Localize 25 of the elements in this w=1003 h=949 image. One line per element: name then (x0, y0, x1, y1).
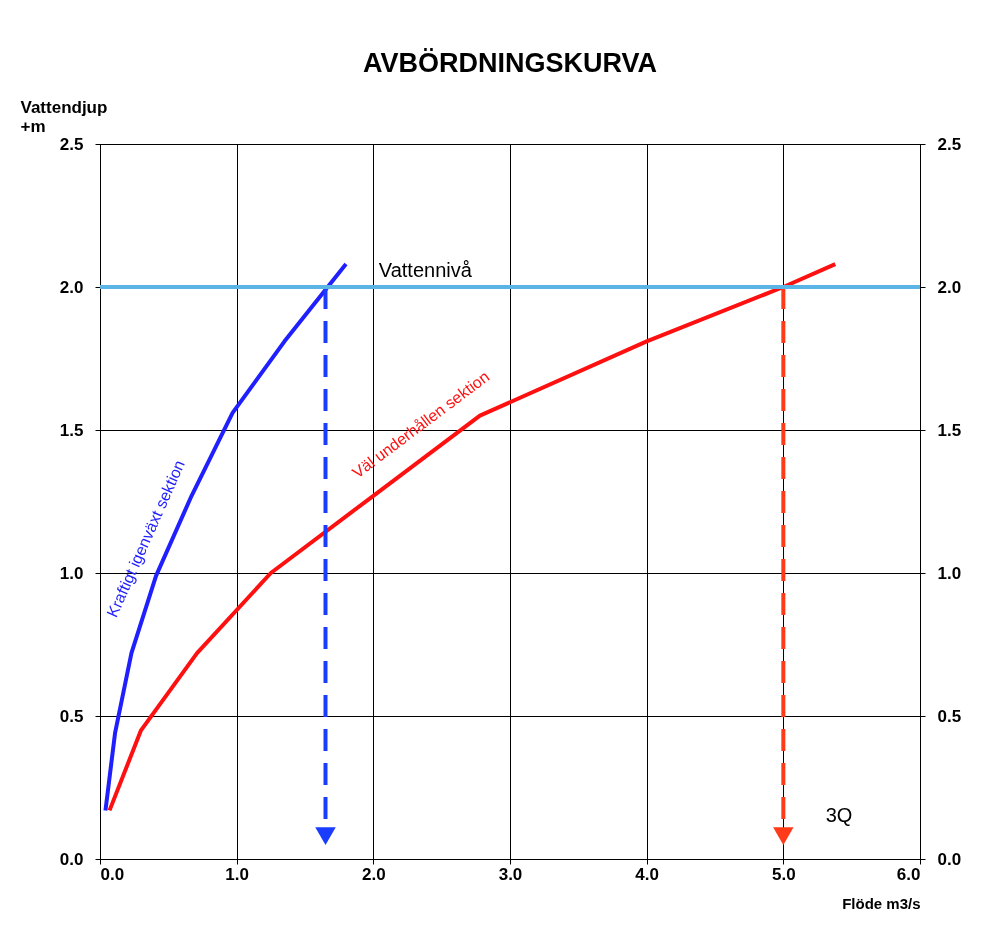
y-tick-label: 2.5 (59, 134, 84, 154)
y-tick-label: 0.5 (59, 706, 84, 726)
y2-tick-label: 1.0 (937, 563, 962, 583)
ref-line-label: Vattennivå (378, 259, 473, 281)
y-axis-title: Vattendjup +m (20, 97, 108, 136)
x-tick-label: 5.0 (772, 864, 796, 884)
x-tick-label: 4.0 (635, 864, 659, 884)
y2-tick-label: 2.0 (937, 277, 962, 297)
y-tick-label: 2.0 (59, 277, 84, 297)
x-tick-label: 3.0 (498, 864, 523, 884)
line-series (103, 262, 348, 813)
y2-tick-label: 0.5 (937, 706, 962, 726)
y-tick-label: 1.5 (59, 420, 84, 440)
y2-tick-label: 1.5 (937, 420, 962, 440)
x-tick-label: 0.0 (100, 864, 125, 884)
y-tick-label: 0.0 (59, 849, 84, 869)
x-tick-label: 1.0 (225, 864, 249, 884)
annotation: 3Q (825, 804, 853, 827)
y-tick-label: 1.0 (59, 563, 84, 583)
chart-title: AVBÖRDNINGSKURVA (362, 48, 658, 78)
x-tick-label: 6.0 (896, 864, 921, 884)
y2-tick-label: 0.0 (937, 849, 962, 869)
x-tick-label: 2.0 (362, 864, 386, 884)
x-axis-title: Flöde m3/s (842, 894, 921, 912)
y2-tick-label: 2.5 (937, 134, 962, 154)
